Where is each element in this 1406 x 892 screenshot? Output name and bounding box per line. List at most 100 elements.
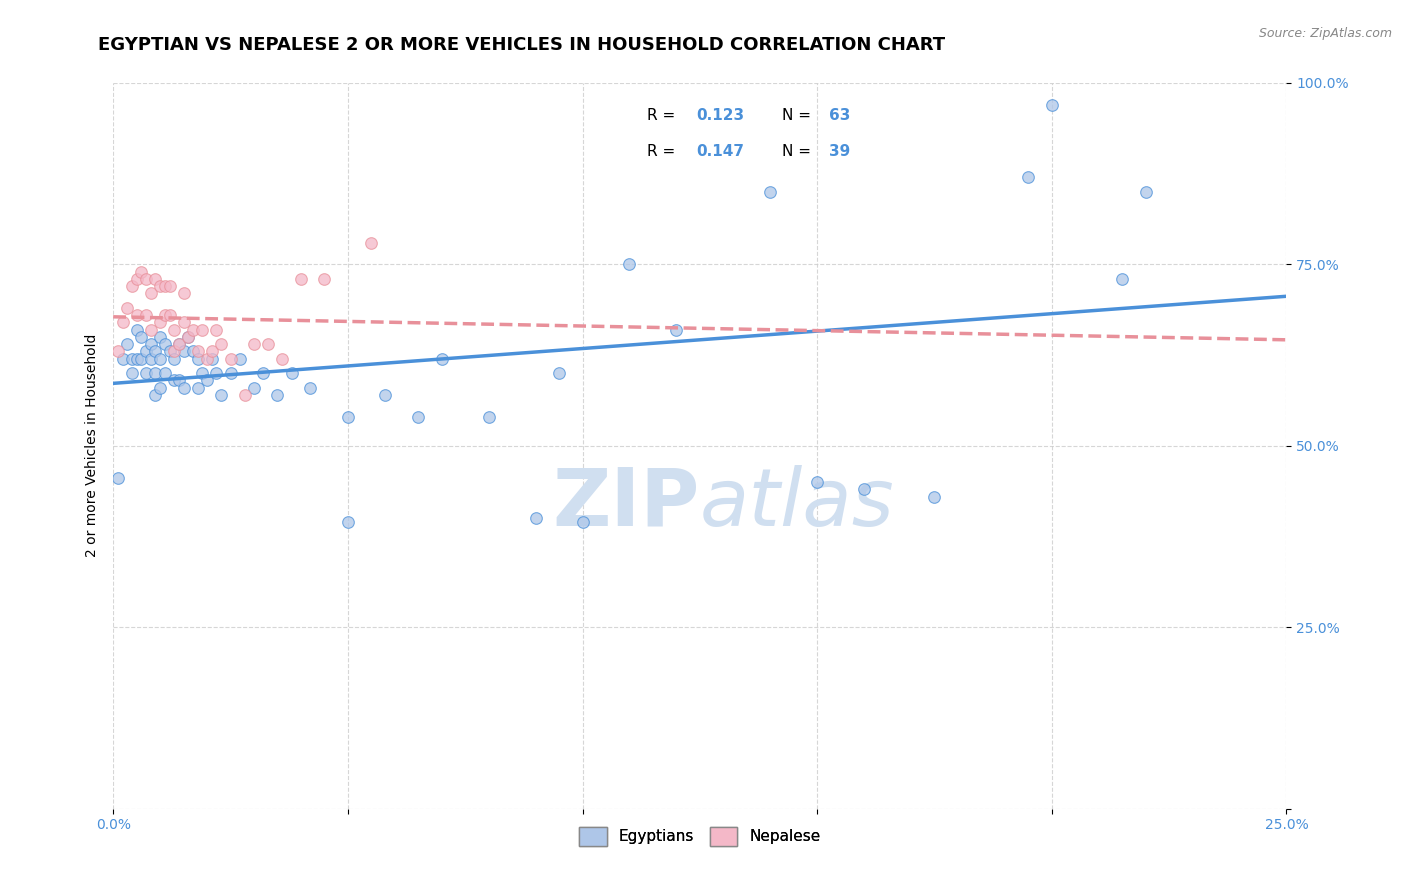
Point bbox=[219, 351, 242, 366]
Point bbox=[209, 388, 232, 402]
Point bbox=[759, 185, 782, 199]
Text: EGYPTIAN VS NEPALESE 2 OR MORE VEHICLES IN HOUSEHOLD CORRELATION CHART: EGYPTIAN VS NEPALESE 2 OR MORE VEHICLES … bbox=[98, 36, 946, 54]
Point bbox=[173, 315, 195, 329]
Point bbox=[219, 366, 242, 380]
Point bbox=[135, 272, 157, 286]
Point bbox=[191, 366, 214, 380]
Point bbox=[121, 366, 143, 380]
Point bbox=[167, 337, 190, 351]
Point bbox=[314, 272, 336, 286]
Point bbox=[159, 308, 181, 322]
Point bbox=[266, 388, 288, 402]
Point bbox=[125, 351, 148, 366]
Point bbox=[233, 388, 256, 402]
Point bbox=[571, 515, 593, 529]
Point bbox=[149, 381, 172, 395]
Point bbox=[1040, 97, 1063, 112]
Point bbox=[121, 351, 143, 366]
Point bbox=[153, 308, 176, 322]
Point bbox=[299, 381, 322, 395]
Point bbox=[280, 366, 302, 380]
Point bbox=[195, 374, 218, 388]
Point bbox=[336, 409, 359, 424]
Point bbox=[163, 351, 186, 366]
Text: R =: R = bbox=[647, 108, 681, 123]
Text: N =: N = bbox=[782, 145, 815, 160]
Point bbox=[167, 337, 190, 351]
Point bbox=[163, 323, 186, 337]
Text: 0.123: 0.123 bbox=[696, 108, 744, 123]
Point bbox=[153, 279, 176, 293]
Point bbox=[149, 330, 172, 344]
Point bbox=[806, 475, 828, 489]
Point bbox=[117, 301, 139, 315]
Point bbox=[177, 330, 200, 344]
Point bbox=[153, 366, 176, 380]
Point bbox=[173, 344, 195, 359]
Y-axis label: 2 or more Vehicles in Household: 2 or more Vehicles in Household bbox=[86, 334, 100, 558]
Point bbox=[149, 315, 172, 329]
Point bbox=[139, 351, 162, 366]
Point bbox=[665, 323, 688, 337]
Text: ZIP: ZIP bbox=[553, 465, 700, 543]
Point bbox=[243, 337, 266, 351]
Point bbox=[853, 483, 876, 497]
Point bbox=[131, 265, 153, 279]
Point bbox=[1111, 272, 1133, 286]
Point bbox=[257, 337, 280, 351]
Text: 39: 39 bbox=[830, 145, 851, 160]
Point bbox=[135, 366, 157, 380]
Text: 0.147: 0.147 bbox=[696, 145, 744, 160]
Point bbox=[177, 330, 200, 344]
Point bbox=[187, 344, 209, 359]
Text: Source: ZipAtlas.com: Source: ZipAtlas.com bbox=[1258, 27, 1392, 40]
Point bbox=[107, 471, 129, 485]
Point bbox=[117, 337, 139, 351]
Point bbox=[149, 351, 172, 366]
Point bbox=[243, 381, 266, 395]
Point bbox=[145, 388, 167, 402]
Point bbox=[252, 366, 274, 380]
Point bbox=[336, 515, 359, 529]
Point bbox=[159, 279, 181, 293]
Point bbox=[205, 323, 228, 337]
Point bbox=[139, 286, 162, 301]
Text: atlas: atlas bbox=[700, 465, 894, 543]
Point bbox=[163, 344, 186, 359]
Point bbox=[131, 330, 153, 344]
Point bbox=[111, 351, 134, 366]
Point bbox=[201, 351, 224, 366]
Text: N =: N = bbox=[782, 108, 815, 123]
Point bbox=[135, 308, 157, 322]
Point bbox=[111, 315, 134, 329]
Legend: Egyptians, Nepalese: Egyptians, Nepalese bbox=[574, 821, 827, 852]
Point bbox=[430, 351, 453, 366]
Point bbox=[173, 381, 195, 395]
Point bbox=[1017, 170, 1039, 185]
Point bbox=[524, 511, 547, 525]
Point bbox=[924, 490, 946, 504]
Point bbox=[181, 344, 204, 359]
Point bbox=[135, 344, 157, 359]
Point bbox=[153, 337, 176, 351]
Point bbox=[229, 351, 252, 366]
Point bbox=[139, 323, 162, 337]
Point bbox=[1135, 185, 1157, 199]
Point bbox=[187, 351, 209, 366]
Point bbox=[191, 323, 214, 337]
Point bbox=[195, 351, 218, 366]
Point bbox=[163, 374, 186, 388]
Text: R =: R = bbox=[647, 145, 681, 160]
Point bbox=[145, 366, 167, 380]
Point bbox=[125, 323, 148, 337]
Point bbox=[167, 374, 190, 388]
Point bbox=[205, 366, 228, 380]
Point bbox=[187, 381, 209, 395]
Text: 63: 63 bbox=[830, 108, 851, 123]
Point bbox=[290, 272, 312, 286]
Point bbox=[209, 337, 232, 351]
Point bbox=[107, 344, 129, 359]
Point bbox=[406, 409, 429, 424]
Point bbox=[548, 366, 571, 380]
Point bbox=[121, 279, 143, 293]
